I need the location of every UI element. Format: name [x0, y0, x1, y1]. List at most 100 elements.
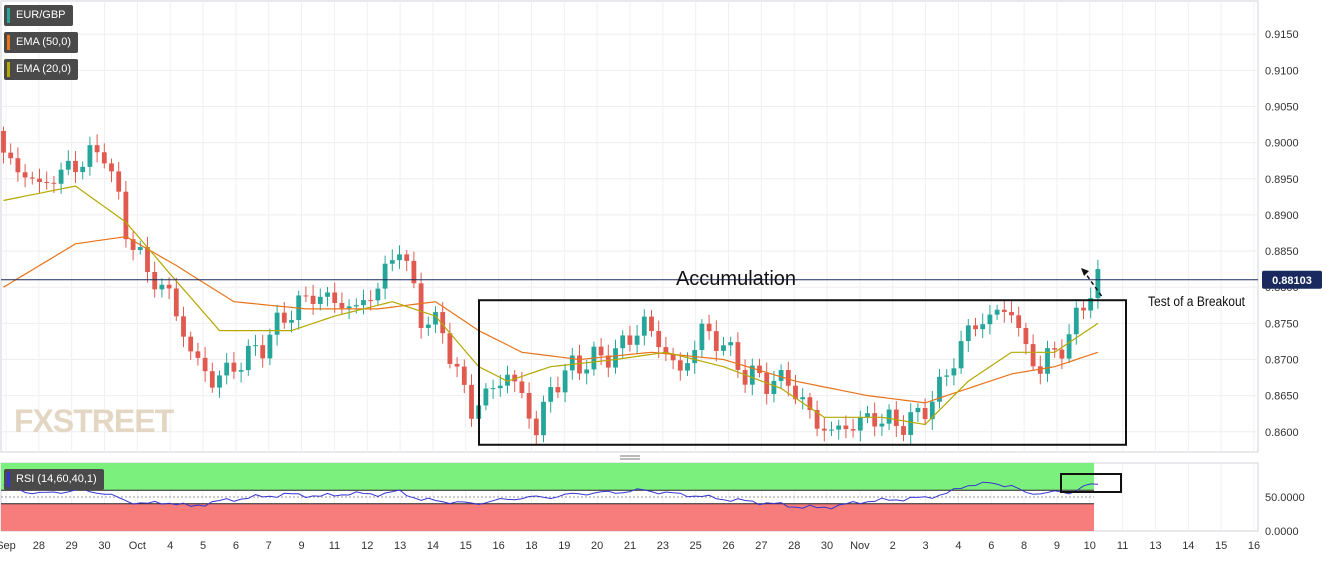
- candle: [303, 286, 309, 303]
- candle: [454, 357, 460, 378]
- candle: [1088, 287, 1094, 319]
- candle: [289, 310, 294, 333]
- x-tick-label: 13: [394, 540, 406, 552]
- current-price-badge: [1262, 270, 1322, 289]
- y-tick-label: 0.8700: [1265, 354, 1299, 366]
- candle: [109, 158, 114, 183]
- legend-swatch-ema20: [7, 62, 10, 77]
- candle: [130, 231, 136, 261]
- x-tick-label: 25: [690, 540, 702, 552]
- candle: [15, 147, 21, 182]
- candle: [526, 382, 532, 429]
- candle: [425, 316, 431, 336]
- x-tick-label: 30: [821, 540, 833, 552]
- y-tick-label: 0.8900: [1265, 210, 1299, 222]
- x-tick-label: 27: [755, 540, 767, 552]
- y-tick-label: 0.9150: [1265, 29, 1299, 41]
- candle: [1045, 340, 1050, 382]
- legend-label-ema50: EMA (50,0): [16, 36, 72, 48]
- x-tick-label: 4: [955, 540, 961, 552]
- candle: [440, 302, 446, 344]
- candle: [742, 359, 748, 393]
- breakout-arrow: [1082, 269, 1104, 299]
- candle: [757, 358, 762, 378]
- x-tick-label: 5: [200, 540, 206, 552]
- legend-ema50[interactable]: EMA (50,0): [4, 32, 79, 53]
- y-tick-label: 0.8650: [1265, 391, 1299, 403]
- candle: [821, 417, 827, 442]
- candle: [555, 376, 561, 399]
- candle: [980, 313, 986, 339]
- y-tick-label: 0.8850: [1265, 246, 1299, 258]
- x-tick-label: 3: [923, 540, 929, 552]
- candle: [1, 126, 6, 164]
- ema50-line: [3, 235, 1099, 404]
- candle: [850, 418, 856, 438]
- candle: [1023, 322, 1029, 355]
- candle: [65, 150, 71, 176]
- candle: [634, 324, 640, 355]
- candle: [915, 403, 921, 422]
- candle: [965, 318, 971, 352]
- candle: [706, 314, 712, 340]
- y-tick-label: 0.8950: [1265, 174, 1299, 186]
- candle: [872, 402, 878, 437]
- candle: [188, 331, 194, 360]
- candle: [973, 317, 978, 337]
- x-tick-label: 30: [98, 540, 110, 552]
- panel-resize-handle[interactable]: [620, 455, 640, 460]
- candle: [37, 168, 42, 193]
- x-tick-label: 14: [427, 540, 439, 552]
- candle: [253, 334, 258, 356]
- candle: [620, 330, 626, 360]
- x-tick-label: 28: [33, 540, 45, 552]
- candle: [418, 272, 424, 339]
- candle: [670, 347, 676, 370]
- candle: [224, 353, 230, 385]
- candle: [641, 309, 647, 346]
- accumulation-label: Accumulation: [676, 268, 796, 290]
- candle: [505, 365, 510, 394]
- candle: [145, 236, 150, 283]
- accumulation-box: [478, 299, 1127, 446]
- candle: [908, 403, 914, 445]
- x-tick-label: 11: [1117, 540, 1128, 552]
- x-tick-label: 4: [167, 540, 173, 552]
- candle: [749, 358, 755, 396]
- candle: [656, 320, 662, 358]
- candle: [814, 400, 820, 437]
- rsi-oversold-zone: [1, 503, 1094, 531]
- current-price-label: 0.88103: [1272, 275, 1312, 287]
- candle: [807, 392, 813, 419]
- legend-label-ema20: EMA (20,0): [16, 63, 72, 75]
- x-tick-label: 6: [233, 540, 239, 552]
- candle: [202, 347, 208, 382]
- legend-label-eurgbp: EUR/GBP: [16, 9, 66, 21]
- rsi-line: [3, 481, 1098, 510]
- y-tick-label: 0.9000: [1265, 138, 1299, 150]
- rsi-highlight-box: [1060, 473, 1122, 493]
- candle: [397, 245, 402, 269]
- candle: [951, 358, 957, 386]
- candle: [865, 405, 870, 424]
- candle: [1081, 299, 1086, 319]
- x-tick-label: 8: [1021, 540, 1027, 552]
- x-tick-label: 12: [361, 540, 373, 552]
- candle: [958, 330, 964, 374]
- candle: [713, 320, 719, 362]
- legend-ema20[interactable]: EMA (20,0): [4, 59, 79, 80]
- legend-swatch-rsi: [7, 472, 10, 487]
- candle: [1066, 324, 1072, 364]
- legend-eurgbp[interactable]: EUR/GBP: [4, 5, 73, 26]
- x-tick-label: 20: [591, 540, 603, 552]
- candle: [613, 339, 618, 374]
- candle: [317, 288, 323, 311]
- candle: [886, 404, 892, 431]
- candle: [677, 352, 683, 381]
- x-tick-label: 2: [890, 540, 896, 552]
- candle: [29, 171, 35, 185]
- candle: [274, 304, 280, 346]
- candle: [166, 277, 172, 300]
- rsi-legend[interactable]: RSI (14,60,40,1): [4, 469, 104, 490]
- candle: [159, 278, 165, 298]
